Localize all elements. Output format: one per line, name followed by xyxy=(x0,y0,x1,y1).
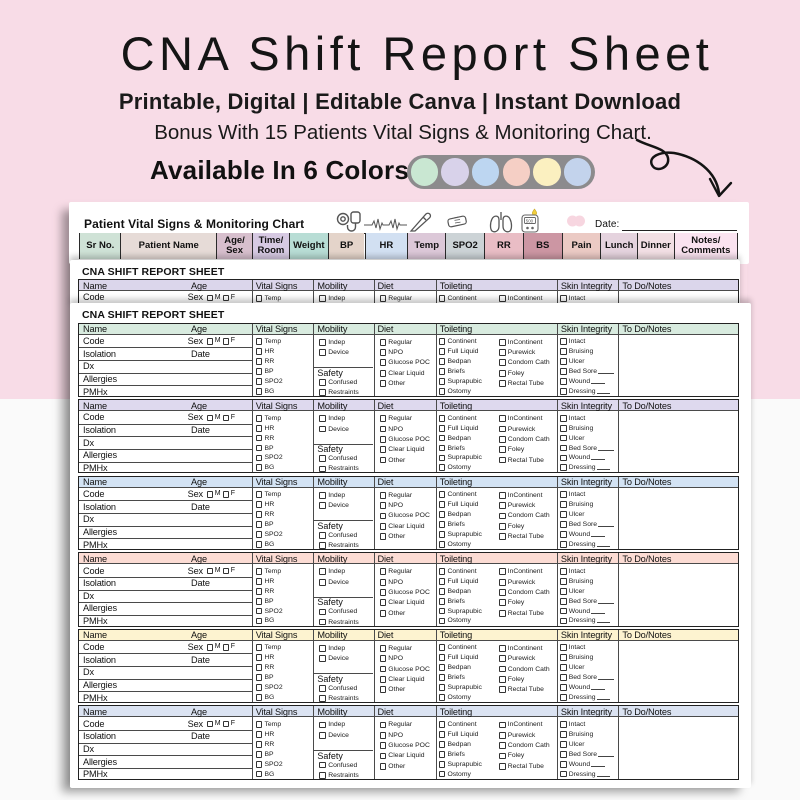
svg-text:500: 500 xyxy=(526,218,534,223)
